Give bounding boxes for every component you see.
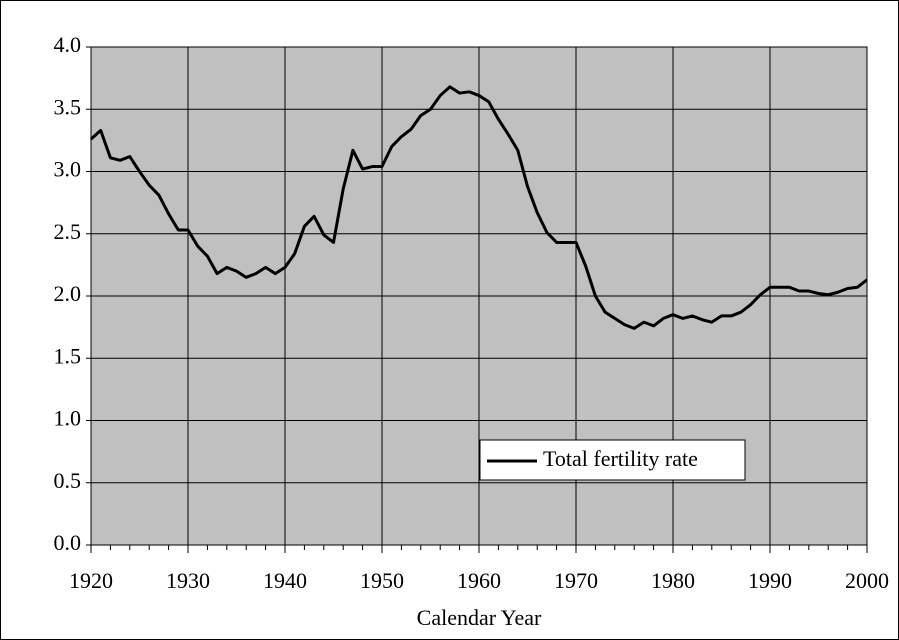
y-tick-label: 0.0 [54, 530, 82, 555]
x-tick-label: 1970 [554, 568, 598, 593]
x-tick-label: 1920 [69, 568, 113, 593]
x-tick-label: 1950 [360, 568, 404, 593]
y-tick-label: 1.5 [54, 343, 82, 368]
y-tick-label: 2.0 [54, 281, 82, 306]
x-tick-label: 2000 [845, 568, 889, 593]
x-tick-label: 1940 [263, 568, 307, 593]
y-tick-label: 4.0 [54, 32, 82, 57]
y-tick-label: 3.5 [54, 94, 82, 119]
y-tick-label: 3.0 [54, 157, 82, 182]
x-axis-label: Calendar Year [417, 605, 542, 630]
y-tick-label: 0.5 [54, 468, 82, 493]
x-tick-label: 1960 [457, 568, 501, 593]
legend-label: Total fertility rate [543, 446, 698, 471]
x-tick-label: 1980 [651, 568, 695, 593]
y-tick-label: 2.5 [54, 219, 82, 244]
x-tick-label: 1990 [748, 568, 792, 593]
y-tick-label: 1.0 [54, 406, 82, 431]
data-line [89, 85, 868, 330]
x-tick-label: 1930 [166, 568, 210, 593]
